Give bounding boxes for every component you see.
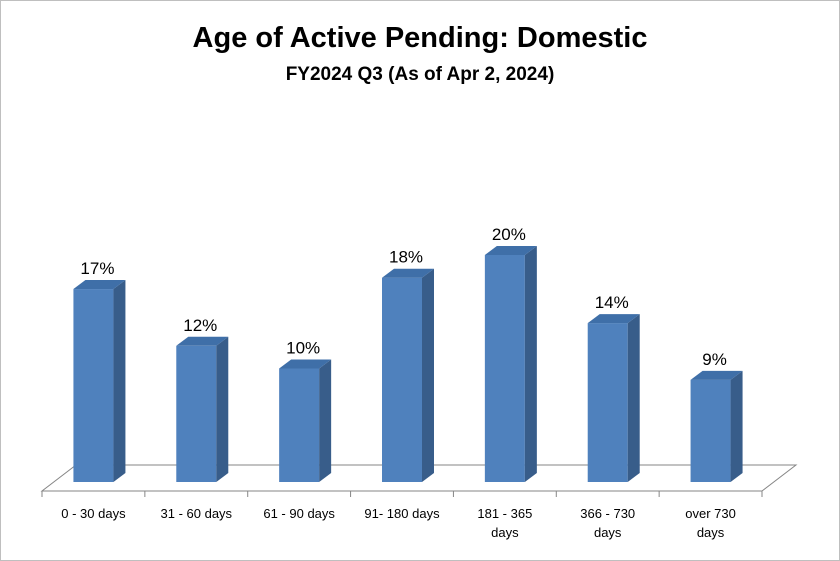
data-label: 10% <box>286 339 320 358</box>
bar-side <box>422 268 434 482</box>
bar-5 <box>484 246 537 482</box>
x-tick-label: 181 - 365 days <box>477 506 532 540</box>
bar-top <box>73 280 126 290</box>
bar-top <box>484 246 537 255</box>
bar-front <box>382 277 422 482</box>
x-axis-tick-labels: 0 - 30 days 31 - 60 days 61 - 90 days 91- 1… <box>61 506 736 540</box>
bar-front <box>279 368 320 482</box>
bar-6 <box>587 314 640 482</box>
bar-side <box>319 359 332 482</box>
data-labels: 17% 12% 10% 18% 20% 14% 9% <box>80 225 726 369</box>
bar-front <box>73 289 114 482</box>
bar-3 <box>279 359 332 482</box>
bar-front <box>484 255 525 482</box>
bar-side <box>216 336 229 482</box>
bar-front <box>690 379 731 482</box>
bar-front <box>587 323 628 482</box>
bar-top <box>382 268 434 278</box>
bar-side <box>730 370 743 482</box>
bar-2 <box>176 336 229 482</box>
bar-top <box>690 370 743 380</box>
bar-top <box>176 336 229 346</box>
x-tick-label: 0 - 30 days <box>61 506 126 521</box>
bar-side <box>113 280 126 482</box>
bar-top <box>587 314 640 324</box>
chart-title: Age of Active Pending: Domestic <box>192 22 648 54</box>
bar-7 <box>690 370 743 482</box>
bar-top <box>279 359 332 369</box>
bar-1 <box>73 280 126 482</box>
chart-subtitle: FY2024 Q3 (As of Apr 2, 2024) <box>285 64 555 85</box>
data-label: 20% <box>492 225 526 244</box>
x-tick-label: 31 - 60 days <box>161 506 233 521</box>
bar-side <box>524 246 537 482</box>
bar-4 <box>382 268 434 482</box>
bars <box>73 246 743 482</box>
bar-front <box>176 345 217 482</box>
data-label: 14% <box>595 293 629 312</box>
bar-side <box>627 314 640 482</box>
x-tick-label: 366 - 730 days <box>580 506 635 540</box>
x-tick-label: over 730 days <box>685 506 736 540</box>
data-label: 18% <box>389 248 423 267</box>
data-label: 12% <box>183 316 217 335</box>
x-tick-label: 61 - 90 days <box>263 506 335 521</box>
data-label: 9% <box>702 350 727 369</box>
data-label: 17% <box>80 259 114 278</box>
x-tick-label: 91- 180 days <box>364 506 440 521</box>
